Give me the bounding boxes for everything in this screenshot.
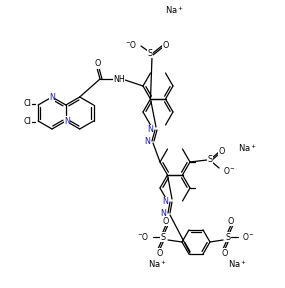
Text: Cl: Cl bbox=[23, 99, 31, 109]
Text: Na$^+$: Na$^+$ bbox=[229, 258, 247, 270]
Text: N: N bbox=[144, 137, 150, 145]
Text: N: N bbox=[160, 209, 166, 217]
Text: N: N bbox=[49, 92, 55, 101]
Text: NH: NH bbox=[113, 75, 125, 84]
Text: O$^{-}$: O$^{-}$ bbox=[242, 232, 254, 242]
Text: Cl: Cl bbox=[23, 118, 31, 126]
Text: Na$^+$: Na$^+$ bbox=[148, 258, 168, 270]
Text: O: O bbox=[157, 249, 163, 257]
Text: O: O bbox=[163, 41, 169, 50]
Text: $^{-}$O: $^{-}$O bbox=[137, 232, 149, 242]
Text: S: S bbox=[225, 232, 231, 242]
Text: Na$^+$: Na$^+$ bbox=[166, 4, 184, 16]
Text: N: N bbox=[64, 117, 70, 126]
Text: O: O bbox=[228, 217, 234, 226]
Text: Na$^+$: Na$^+$ bbox=[239, 142, 258, 154]
Text: O: O bbox=[219, 147, 225, 156]
Text: O$^{-}$: O$^{-}$ bbox=[223, 164, 235, 175]
Text: S: S bbox=[147, 48, 152, 58]
Text: N: N bbox=[147, 126, 153, 134]
Text: S: S bbox=[160, 232, 166, 242]
Text: O: O bbox=[95, 60, 101, 69]
Text: $^{-}$O: $^{-}$O bbox=[125, 39, 137, 50]
Text: O: O bbox=[163, 217, 169, 226]
Text: N: N bbox=[162, 198, 168, 206]
Text: O: O bbox=[222, 249, 228, 257]
Text: S: S bbox=[207, 156, 213, 164]
